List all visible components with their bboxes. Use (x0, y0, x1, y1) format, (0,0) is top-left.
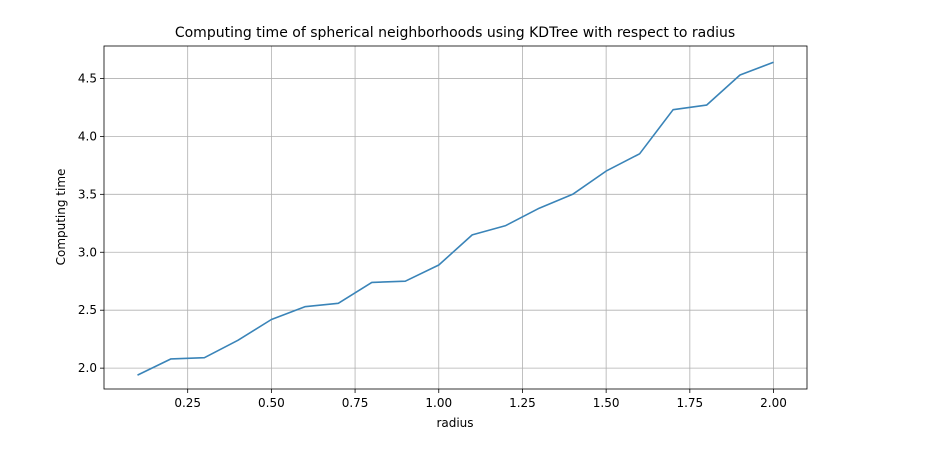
x-tick-label: 1.75 (676, 396, 703, 410)
y-tick-label: 4.5 (78, 71, 97, 85)
y-axis-label: Computing time (54, 169, 68, 266)
x-tick-label: 0.75 (342, 396, 369, 410)
y-tick-label: 4.0 (78, 129, 97, 143)
x-tick-label: 1.50 (593, 396, 620, 410)
x-tick-label: 1.25 (509, 396, 536, 410)
y-tick-label: 3.5 (78, 187, 97, 201)
series-layer (137, 61, 774, 376)
chart-title: Computing time of spherical neighborhood… (175, 25, 735, 41)
plot-frame (103, 45, 808, 390)
y-tick-label: 2.0 (78, 361, 97, 375)
y-tick-label: 3.0 (78, 245, 97, 259)
x-tick-label: 0.50 (258, 396, 285, 410)
y-tick-label: 2.5 (78, 303, 97, 317)
ticks: 0.25 0.50 0.75 1.00 1.25 1.50 1.75 2.00 2.0 2.5 3.… (78, 71, 787, 410)
x-tick-label: 1.00 (425, 396, 452, 410)
x-axis-label: radius (436, 416, 473, 430)
grid (104, 46, 807, 389)
series-line (137, 61, 774, 376)
x-tick-label: 2.00 (760, 396, 787, 410)
x-tick-label: 0.25 (174, 396, 201, 410)
